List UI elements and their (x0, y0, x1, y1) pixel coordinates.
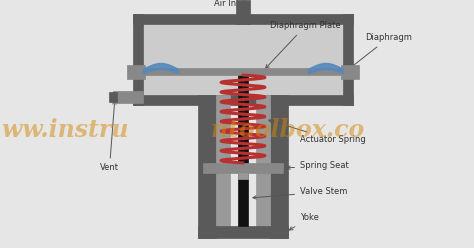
Bar (133, 14, 143, 105)
Bar (127, 65, 145, 79)
Bar (133, 95, 353, 105)
Text: Valve Stem: Valve Stem (253, 187, 347, 199)
Text: Diaphragm: Diaphragm (348, 33, 412, 70)
Bar (341, 65, 359, 79)
Bar (238, 71, 248, 226)
Text: Spring Seat: Spring Seat (287, 161, 349, 171)
Bar (198, 226, 288, 238)
Bar (238, 173, 248, 179)
Bar (236, 0, 250, 24)
Bar (133, 14, 353, 24)
Text: ww.instru          ntoolbox.co: ww.instru ntoolbox.co (2, 118, 364, 142)
Bar (198, 95, 216, 238)
Text: Vent: Vent (100, 101, 119, 173)
Bar (256, 95, 270, 228)
Bar (216, 95, 230, 228)
Bar (203, 163, 283, 173)
Text: Actuator Spring: Actuator Spring (269, 120, 366, 145)
Text: Diaphragm Plate: Diaphragm Plate (265, 22, 341, 68)
Bar (343, 14, 353, 105)
Bar (143, 68, 343, 75)
Bar (270, 95, 288, 238)
Text: Air Inlet: Air Inlet (215, 0, 247, 19)
Bar (143, 24, 343, 95)
Bar (109, 92, 117, 102)
Bar (113, 91, 143, 103)
Text: Yoke: Yoke (289, 214, 319, 230)
